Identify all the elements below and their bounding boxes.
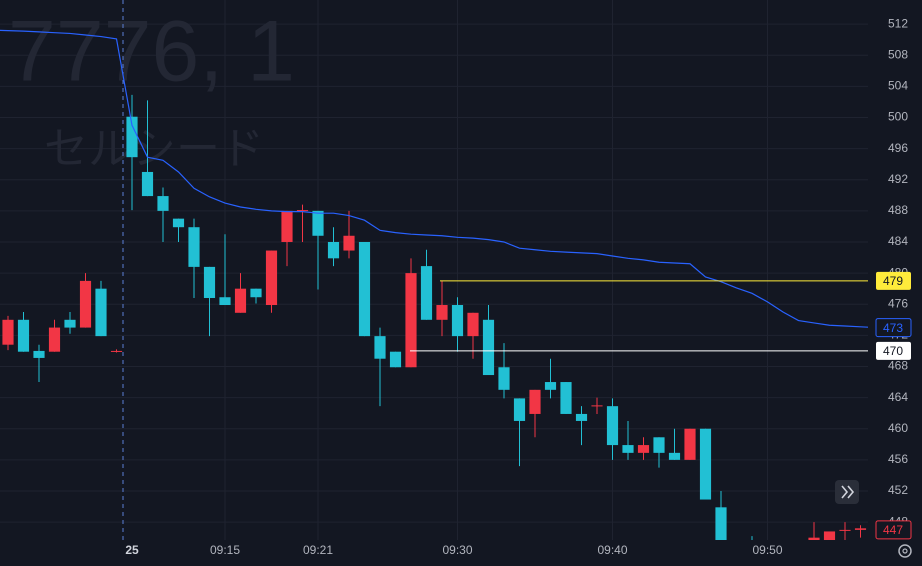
candle-body — [653, 437, 665, 453]
candle-body — [17, 319, 30, 352]
candle-body — [389, 351, 402, 368]
candle-body — [420, 266, 433, 320]
candle-body — [560, 382, 572, 414]
candle-body — [64, 319, 76, 328]
candle-body — [498, 367, 510, 390]
candle-body — [95, 288, 107, 337]
candle-body — [451, 305, 464, 337]
y-tick-label: 512 — [888, 16, 908, 30]
y-tick-label: 452 — [888, 483, 908, 497]
candle-body — [343, 235, 355, 251]
x-tick-label: 09:40 — [597, 543, 627, 557]
average-line — [0, 29, 868, 328]
candle-body — [622, 445, 634, 453]
candle-body — [327, 241, 340, 259]
candle-body — [405, 273, 417, 368]
x-tick-label: 09:21 — [303, 543, 333, 557]
candle-body — [203, 266, 216, 299]
price-label: 479 — [883, 274, 903, 288]
x-tick-label: 25 — [125, 543, 139, 557]
candle-body — [281, 210, 293, 242]
candle-body — [141, 171, 154, 197]
y-tick-label: 476 — [888, 296, 908, 310]
candle-body — [188, 227, 200, 267]
y-tick-label: 468 — [888, 359, 908, 373]
candle-body — [436, 305, 448, 320]
candle-body — [110, 350, 123, 352]
last-value-label: 473 — [883, 321, 903, 335]
candle-body — [265, 250, 278, 306]
price-label-box — [876, 271, 911, 290]
y-tick-label: 456 — [888, 452, 908, 466]
plot — [0, 29, 868, 540]
last-value-box — [875, 520, 912, 540]
candle-body — [482, 319, 495, 376]
y-tick-label: 484 — [888, 234, 908, 248]
x-tick-label: 09:30 — [442, 543, 472, 557]
candle-body — [544, 382, 557, 390]
last-value-label: 447 — [883, 523, 903, 537]
grid — [0, 0, 868, 540]
candle-body — [684, 428, 696, 460]
candle-body — [374, 336, 386, 359]
candle-body — [79, 280, 92, 328]
candle-body — [606, 406, 619, 446]
settings-button[interactable] — [898, 544, 912, 558]
candle-body — [699, 428, 712, 500]
y-tick-label: 496 — [888, 141, 908, 155]
candle-body — [668, 452, 681, 460]
watermark-name: セルシード — [44, 125, 264, 174]
candle-body — [591, 405, 603, 407]
candle-body — [234, 288, 247, 313]
candle-body — [637, 445, 650, 453]
candle-body — [854, 528, 867, 530]
candle-body — [33, 350, 45, 358]
candle-body — [250, 288, 262, 298]
price-axis: 5125085045004964924884844804764724684644… — [125, 16, 912, 557]
y-tick-label: 488 — [888, 203, 908, 217]
candle-body — [157, 196, 169, 211]
scroll-button[interactable] — [835, 480, 859, 504]
y-tick-label: 464 — [888, 390, 908, 404]
candle-body — [219, 297, 231, 306]
candle-body — [172, 218, 185, 228]
x-tick-label: 09:15 — [210, 543, 240, 557]
candle-body — [529, 389, 541, 414]
candle-body — [296, 210, 309, 212]
candle-body — [467, 312, 479, 337]
candle-body — [513, 398, 526, 421]
y-tick-label: 504 — [888, 79, 908, 93]
candle-body — [312, 210, 324, 236]
y-tick-label: 500 — [888, 110, 908, 124]
last-value-box — [875, 318, 912, 338]
y-tick-label: 492 — [888, 172, 908, 186]
candle-body — [808, 537, 820, 540]
candle-body — [126, 116, 138, 158]
candle-body — [48, 327, 61, 352]
candle-body — [575, 413, 588, 421]
price-label-box — [876, 341, 911, 360]
candle-body — [2, 319, 14, 345]
candle-body — [823, 531, 836, 540]
watermark-symbol: 7776, 1 — [8, 4, 295, 100]
candle-body — [715, 507, 727, 540]
y-tick-label: 460 — [888, 421, 908, 435]
price-label: 470 — [883, 344, 903, 358]
candle-body — [839, 529, 851, 531]
y-tick-label: 508 — [888, 47, 908, 61]
candle-body — [358, 241, 371, 337]
x-tick-label: 09:50 — [752, 543, 782, 557]
